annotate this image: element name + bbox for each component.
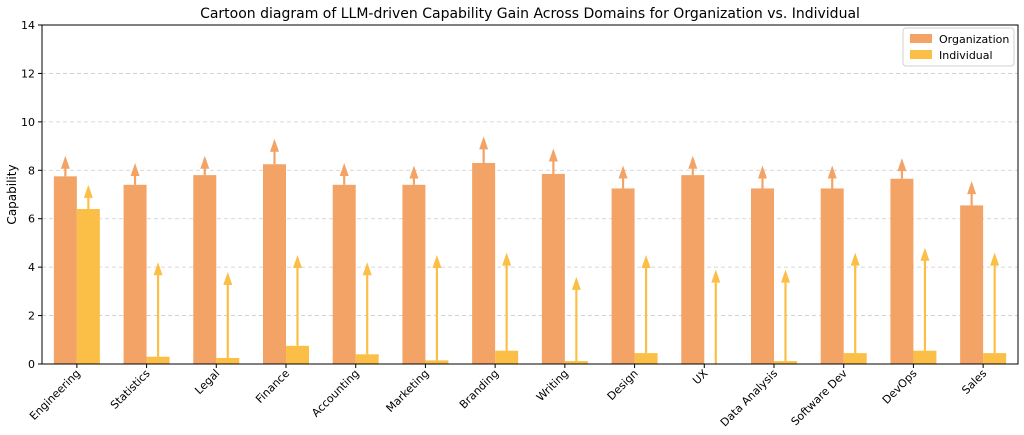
y-tick-label: 4 [28,261,35,274]
gain-arrow-head [200,155,210,169]
gain-arrow-head [479,136,489,150]
gain-arrow-head [920,247,930,261]
y-axis: 0 2 4 6 8 10 12 14 [21,19,42,371]
bar-individual [425,360,449,364]
gain-arrow-head [571,276,581,290]
gain-arrow-head [990,252,1000,266]
bar-individual [146,356,170,364]
bar-organization [332,184,356,364]
gain-arrow-head [270,138,279,152]
gain-arrow-head [548,148,558,162]
gain-arrow-head [641,255,651,269]
legend-label: Individual [939,49,993,62]
gain-arrow-head [850,252,860,266]
gain-arrow-head [758,165,767,179]
bar-individual [843,353,867,364]
bar-individual [983,353,1007,364]
bar-organization [402,184,426,364]
bar-individual [774,361,797,364]
gain-arrow-head [711,269,721,283]
gain-arrow-head [409,165,419,179]
gain-arrow-head [502,252,512,266]
bar-organization [890,178,914,364]
legend-swatch [910,50,932,59]
bar-organization [960,205,984,364]
bar-individual [76,209,100,364]
bar-organization [472,163,496,364]
gain-arrow-head [339,163,349,177]
y-tick-label: 6 [28,213,35,226]
gain-arrow-head [362,262,372,276]
gain-arrow-head [60,155,70,169]
bar-organization [263,164,286,364]
y-tick-label: 10 [21,116,35,129]
bar-individual [216,357,240,364]
gain-arrow-head [432,255,442,269]
gain-arrow-head [967,181,977,195]
bar-organization [681,175,705,364]
bar-individual [564,361,588,364]
bars [53,163,1007,364]
bar-organization [820,188,844,364]
legend-swatch [910,34,932,43]
gain-arrow-head [827,165,837,179]
bar-individual [495,350,519,364]
y-tick-label: 12 [21,67,35,80]
bar-organization [751,188,774,364]
gain-arrow-head [618,165,628,179]
bar-organization [53,176,77,364]
bar-individual [286,345,309,364]
chart-title: Cartoon diagram of LLM-driven Capability… [200,6,860,22]
bar-organization [123,184,147,364]
y-tick-label: 8 [28,164,35,177]
bar-individual [913,350,937,364]
gain-arrow-head [153,262,163,276]
gain-arrow-head [223,271,233,285]
plot-frame [41,24,1019,365]
gain-arrow-head [130,163,140,177]
bar-organization [193,175,217,364]
gain-arrow-head [897,158,907,172]
gain-arrow-head [781,269,790,283]
y-tick-label: 14 [21,19,35,32]
gain-arrow-head [688,155,698,169]
gain-arrow-head [83,184,93,198]
bar-organization [541,173,565,364]
bar-organization [611,188,635,364]
bar-individual [355,354,379,364]
arrows [60,136,1000,364]
legend-label: Organization [939,33,1009,46]
bar-individual [634,353,658,364]
legend: Organization Individual [902,27,1015,67]
gain-arrow-head [293,255,302,269]
y-tick-label: 2 [28,310,35,323]
y-axis-label: Capability [5,164,19,224]
y-tick-label: 0 [28,358,35,371]
